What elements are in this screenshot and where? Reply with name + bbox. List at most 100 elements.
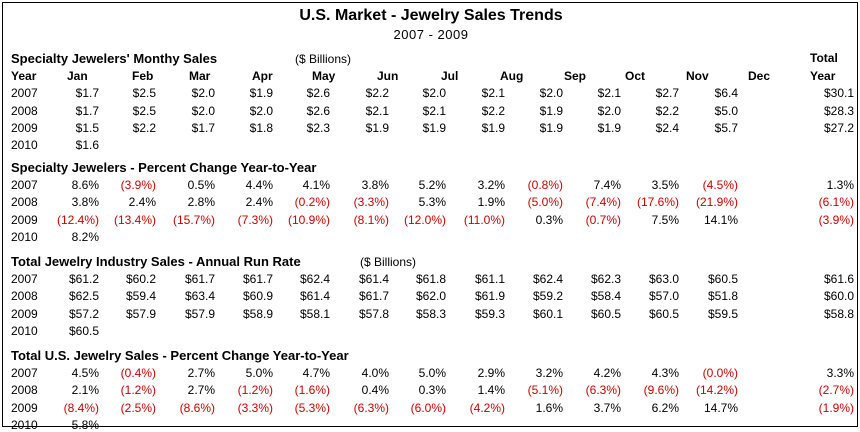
table-cell: (1.9%) [818,400,854,415]
month-header-mar: Mar [189,69,211,83]
table-cell: $61.7 [242,272,273,286]
table-cell: 4.1% [302,178,330,192]
table-cell: 2.1% [71,383,99,398]
table-cell: $63.4 [184,289,215,304]
table-cell: 0.5% [187,178,215,192]
row-year-2008: 2008 [11,103,38,118]
row-year-2007: 2007 [11,366,38,380]
section-title: Total U.S. Jewelry Sales - Percent Chang… [11,348,349,363]
table-cell: (1.2%) [237,383,273,398]
table-cell: $58.4 [590,289,621,304]
table-cell: $57.0 [648,289,679,304]
year-header: Year [11,69,37,83]
table-cell: 1.6% [535,400,563,415]
table-cell: (5.0%) [527,195,563,210]
table-cell: $2.7 [655,86,679,101]
table-cell: $2.6 [306,103,330,118]
table-cell: (1.2%) [120,383,156,398]
table-cell: $58.1 [299,306,330,321]
table-cell: $2.1 [422,103,446,118]
table-cell: $1.5 [75,120,99,135]
table-cell: 1.9% [477,195,505,210]
row-year-2007: 2007 [11,178,38,192]
table-cell: (8.4%) [63,400,99,415]
table-cell: $1.9 [597,120,621,135]
table-cell: $61.7 [358,289,389,304]
table-cell: $57.9 [184,306,215,321]
table-cell: $1.7 [191,120,215,135]
table-cell: (21.9%) [695,195,738,210]
table-cell: 2.7% [187,366,215,380]
table-cell: $59.3 [474,306,505,321]
table-cell: $2.1 [365,103,389,118]
month-header-feb: Feb [132,69,154,83]
table-cell: 7.4% [593,178,621,192]
row-year-2008: 2008 [11,289,38,304]
table-cell: 3.8% [361,178,389,192]
row-year-2008: 2008 [11,383,38,398]
table-cell: $60.9 [242,289,273,304]
table-cell: 6.2% [651,400,679,415]
row-year-2007: 2007 [11,86,38,101]
table-cell: (8.1%) [353,212,389,227]
table-cell: 14.1% [703,212,738,227]
table-cell: (7.3%) [237,212,273,227]
table-cell: (3.9%) [818,212,854,227]
table-cell: $61.4 [299,289,330,304]
table-cell: (7.4%) [585,195,621,210]
table-cell: $58.9 [242,306,273,321]
table-cell: $2.2 [365,86,389,101]
table-cell: 5.3% [418,195,446,210]
table-cell: 4.0% [361,366,389,380]
table-cell: $62.4 [532,272,563,286]
table-cell: $60.1 [532,306,563,321]
table-cell: $51.8 [707,289,738,304]
unit-label: ($ Billions) [295,52,352,66]
table-cell: 3.7% [593,400,621,415]
table-cell: $2.6 [306,86,330,101]
table-cell: $2.2 [481,103,505,118]
table-cell: 3.8% [71,195,99,210]
table-cell: 5.2% [418,178,446,192]
table-cell: 2.7% [187,383,215,398]
table-cell: (6.1%) [818,195,854,210]
table-cell: (2.7%) [818,383,854,398]
month-header-dec: Dec [748,69,771,83]
table-cell: $5.0 [714,103,738,118]
table-cell: 8.6% [71,178,99,192]
table-cell: (6.3%) [585,383,621,398]
table-cell: (5.1%) [527,383,563,398]
table-cell: 4.3% [651,366,679,380]
table-cell: $2.3 [306,120,330,135]
table-cell: $1.7 [75,103,99,118]
table-cell: (12.0%) [403,212,446,227]
table-cell: $60.2 [125,272,156,286]
row-year-2009: 2009 [11,120,38,135]
table-cell: (6.0%) [410,400,446,415]
table-cell: $2.5 [132,103,156,118]
table-cell: 2.4% [245,195,273,210]
table-cell: (14.2%) [695,383,738,398]
section-title: Specialty Jewelers - Percent Change Year… [11,160,317,175]
table-cell: 0.3% [418,383,446,398]
table-cell: $1.9 [539,120,563,135]
table-cell: 8.2% [71,229,99,244]
table-cell: $58.8 [823,306,854,321]
unit-label: ($ Billions) [360,255,417,269]
table-cell: $1.9 [481,120,505,135]
report-subtitle: 2007 - 2009 [393,27,469,42]
month-header-sep: Sep [564,69,587,83]
table-cell: $1.9 [422,120,446,135]
month-header-jan: Jan [67,69,88,83]
table-cell: 4.4% [245,178,273,192]
table-cell: $58.3 [415,306,446,321]
table-cell: $2.0 [539,86,563,101]
table-cell: 2.9% [477,366,505,380]
month-header-nov: Nov [686,69,709,83]
table-cell: $1.6 [75,138,99,153]
table-cell: (3.3%) [237,400,273,415]
table-cell: $60.5 [648,306,679,321]
table-cell: $28.3 [823,103,854,118]
table-cell: $59.2 [532,289,563,304]
table-cell: $60.5 [707,272,738,286]
